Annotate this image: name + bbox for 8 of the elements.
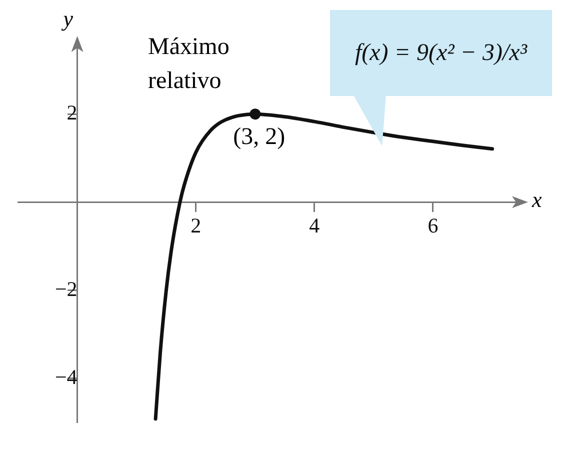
- x-tick-label: 6: [428, 213, 438, 238]
- y-tick-label: −2: [54, 276, 78, 301]
- y-axis-title: y: [63, 6, 74, 32]
- annotation: (3, 2): [233, 124, 286, 152]
- x-tick-label: 4: [309, 213, 320, 238]
- x-axis-title: x: [532, 187, 542, 214]
- annotation: Máximo relativo: [148, 33, 230, 96]
- x-tick-label: 2: [190, 213, 202, 238]
